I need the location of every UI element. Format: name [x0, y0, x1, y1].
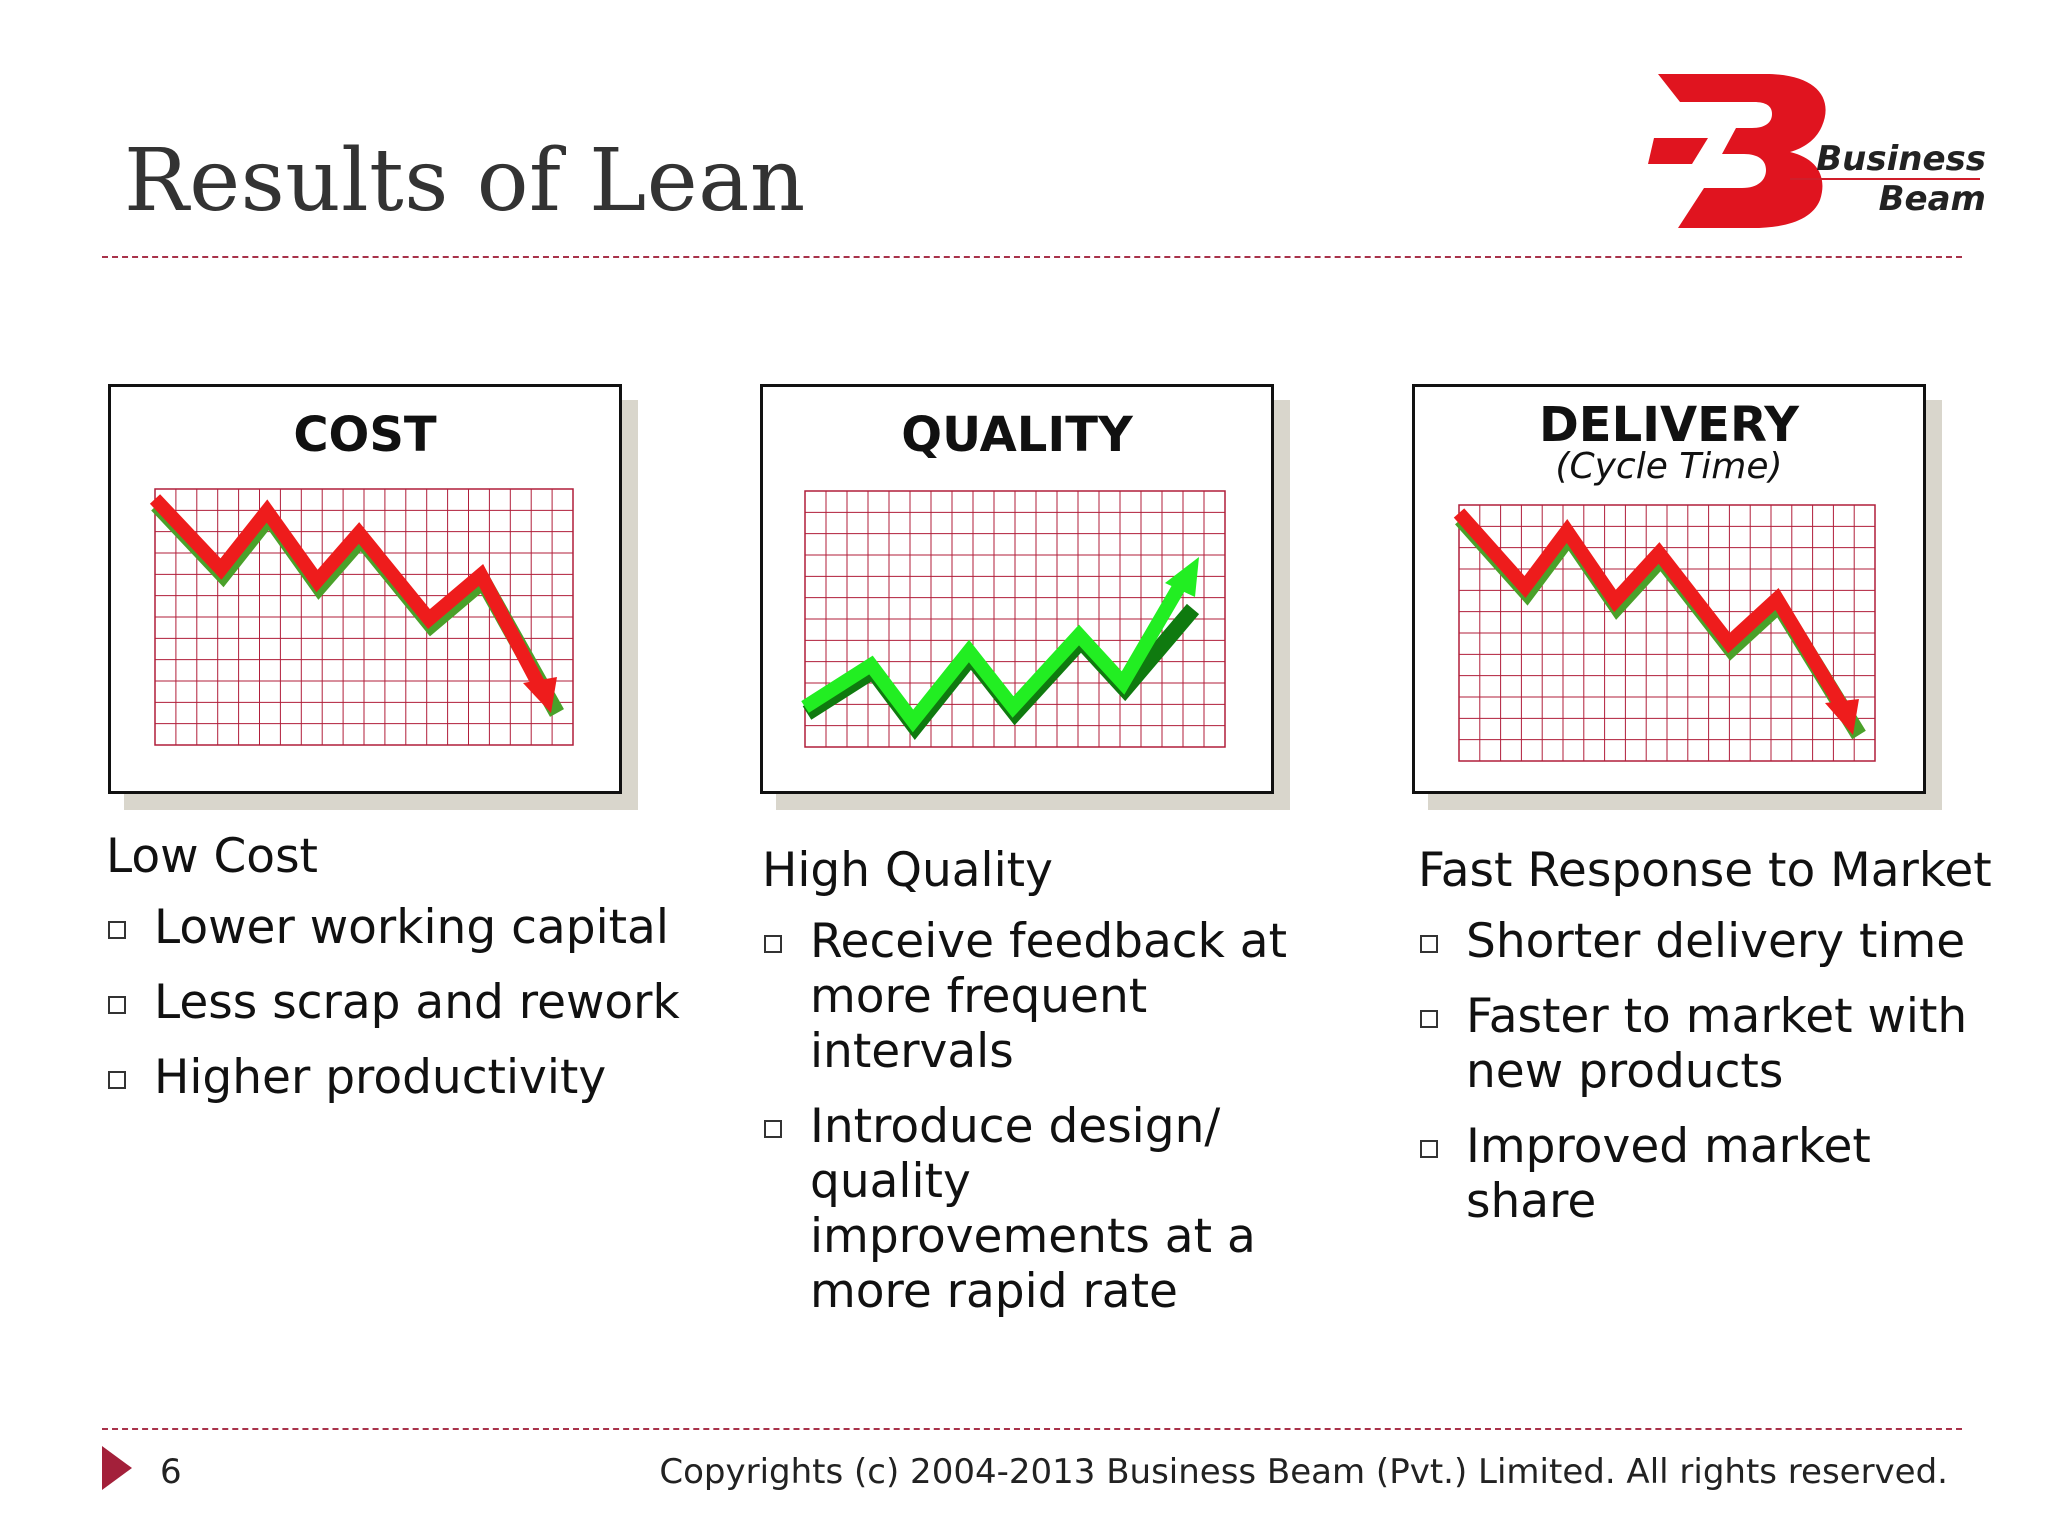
quality-column: High Quality Receive feedback at more fr…	[762, 843, 1322, 1339]
cost-bullet-list: Lower working capital Less scrap and rew…	[106, 900, 726, 1105]
bullet-text: Shorter delivery time	[1466, 914, 1966, 970]
list-item: Lower working capital	[106, 900, 726, 955]
bullet-text: Improved market share	[1466, 1119, 1871, 1230]
bullet-text: Higher productivity	[154, 1050, 607, 1106]
square-bullet-icon	[108, 996, 126, 1015]
square-bullet-icon	[108, 921, 126, 940]
square-bullet-icon	[764, 935, 782, 954]
quality-heading: High Quality	[762, 843, 1053, 898]
delivery-trend-chart	[1453, 504, 1876, 762]
bullet-text: Introduce design/ quality improvements a…	[810, 1099, 1256, 1320]
quality-chart-card: QUALITY	[760, 384, 1274, 794]
cost-chart-card: COST	[108, 384, 622, 794]
square-bullet-icon	[764, 1120, 782, 1139]
quality-chart-title: QUALITY	[901, 407, 1133, 463]
delivery-heading: Fast Response to Market	[1418, 843, 1992, 898]
list-item: Shorter delivery time	[1418, 914, 1978, 969]
quality-bullet-list: Receive feedback at more frequent interv…	[762, 914, 1322, 1319]
cost-chart-title: COST	[293, 407, 437, 463]
top-dashed-divider	[102, 256, 1962, 258]
delivery-chart-title: DELIVERY	[1538, 397, 1800, 453]
delivery-trend-arrow-line	[1453, 508, 1847, 709]
cost-trend-arrowhead	[523, 677, 557, 713]
copyright-text: Copyrights (c) 2004-2013 Business Beam (…	[659, 1452, 1948, 1492]
square-bullet-icon	[108, 1071, 126, 1090]
page-number: 6	[160, 1452, 182, 1492]
bullet-text: Faster to market with new products	[1466, 989, 1968, 1100]
delivery-chart-card: DELIVERY (Cycle Time)	[1412, 384, 1926, 794]
delivery-chart-subtitle: (Cycle Time)	[1555, 446, 1783, 487]
square-bullet-icon	[1420, 1140, 1438, 1159]
square-bullet-icon	[1420, 1010, 1438, 1029]
list-item: Introduce design/ quality improvements a…	[762, 1099, 1322, 1319]
slide-title: Results of Lean	[124, 131, 806, 231]
business-beam-logo-icon	[1648, 74, 1826, 228]
quality-trend-arrowhead	[1165, 557, 1199, 597]
square-bullet-icon	[1420, 935, 1438, 954]
list-item: Higher productivity	[106, 1050, 726, 1105]
quality-trend-chart	[801, 490, 1226, 748]
list-item: Receive feedback at more frequent interv…	[762, 914, 1322, 1079]
logo-word-beam: Beam	[1878, 179, 1986, 219]
cost-column: Low Cost Lower working capital Less scra…	[106, 829, 726, 1125]
list-item: Less scrap and rework	[106, 975, 726, 1030]
list-item: Faster to market with new products	[1418, 989, 1978, 1099]
delivery-trend-arrowhead	[1825, 699, 1859, 735]
delivery-bullet-list: Shorter delivery time Faster to market w…	[1418, 914, 1978, 1229]
bottom-dashed-divider	[102, 1428, 1962, 1430]
quality-trend-arrow-line	[801, 583, 1186, 733]
delivery-column: Fast Response to Market Shorter delivery…	[1418, 843, 1992, 1249]
list-item: Improved market share	[1418, 1119, 1978, 1229]
bullet-text: Less scrap and rework	[154, 975, 680, 1031]
delivery-chart-grid	[1458, 504, 1876, 762]
bullet-text: Receive feedback at more frequent interv…	[810, 914, 1288, 1080]
cost-trend-chart	[149, 488, 574, 746]
bullet-text: Lower working capital	[154, 900, 669, 956]
logo-word-business: Business	[1816, 139, 1986, 179]
cost-heading: Low Cost	[106, 829, 318, 884]
logo-underline	[1790, 178, 1980, 180]
cost-trend-arrow-line	[149, 494, 546, 689]
quality-chart-grid	[804, 490, 1226, 748]
footer-triangle-icon	[102, 1446, 132, 1490]
